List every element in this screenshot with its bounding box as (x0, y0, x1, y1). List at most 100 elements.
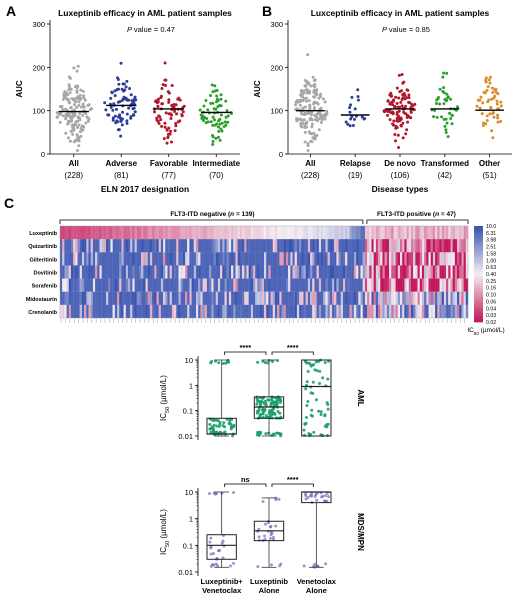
heatmap-cell (288, 291, 291, 305)
heatmap-cell (375, 265, 379, 279)
heatmap-cell (244, 265, 247, 279)
data-point (72, 103, 76, 107)
heatmap-cell (349, 304, 352, 319)
data-point (210, 83, 214, 87)
heatmap-cell (424, 239, 427, 253)
heatmap-cell (437, 226, 440, 240)
heatmap-cell (206, 291, 210, 305)
data-point (270, 360, 274, 364)
data-point (484, 80, 488, 84)
heatmap-cell (246, 252, 249, 266)
heatmap-cell (329, 226, 333, 240)
data-point (164, 78, 168, 82)
heatmap-cell (206, 252, 210, 266)
x-tick-label: Favorable (150, 159, 188, 168)
heatmap-cell (237, 226, 241, 240)
y-tick-label: 1 (189, 515, 193, 524)
heatmap-cell (310, 278, 313, 292)
heatmap-cell (198, 239, 201, 253)
data-point (207, 492, 211, 496)
heatmap-cell (441, 265, 445, 279)
data-point (307, 81, 311, 85)
heatmap-cell (200, 278, 203, 292)
heatmap-cell (432, 252, 436, 266)
heatmap-cell (395, 278, 398, 292)
heatmap-cell (101, 265, 105, 279)
heatmap-cell (60, 265, 63, 279)
heatmap-cell (404, 278, 407, 292)
heatmap-cell (314, 265, 317, 279)
heatmap-cell (64, 304, 67, 319)
heatmap-cell (272, 304, 276, 319)
heatmap-cell (224, 304, 227, 319)
data-point (84, 121, 88, 125)
heatmap-cell (248, 278, 251, 292)
color-scale-segment (474, 257, 483, 260)
heatmap-cell (187, 291, 190, 305)
heatmap-cell (292, 278, 295, 292)
heatmap-cell (347, 252, 350, 266)
heatmap-cell (393, 291, 396, 305)
data-point (299, 89, 303, 93)
heatmap-cell (321, 252, 324, 266)
data-point (209, 552, 213, 556)
heatmap-cell (152, 265, 155, 279)
heatmap-cell (119, 252, 122, 266)
color-scale-segment (474, 250, 483, 253)
heatmap-cell (402, 278, 405, 292)
heatmap-cell (215, 226, 219, 240)
heatmap-cell (185, 252, 188, 266)
heatmap-cell (432, 304, 436, 319)
heatmap-cell (154, 278, 157, 292)
heatmap-cell (130, 278, 133, 292)
data-point (111, 108, 115, 112)
heatmap-cell (163, 226, 166, 240)
data-point (177, 96, 181, 100)
heatmap-cell (272, 278, 276, 292)
heatmap-cell (204, 239, 208, 253)
x-tick-label: Intermediate (192, 159, 240, 168)
color-scale-segment (474, 240, 483, 244)
heatmap-cell (424, 278, 427, 292)
heatmap-cell (206, 278, 210, 292)
heatmap-cell (259, 278, 262, 292)
color-scale-tick-label: 0.25 (486, 279, 496, 285)
heatmap-cell (351, 252, 355, 266)
heatmap-cell (121, 304, 124, 319)
data-point (406, 120, 410, 124)
heatmap-cell (378, 304, 381, 319)
heatmap-cell (332, 226, 335, 240)
heatmap-cell (103, 278, 107, 292)
color-scale-segment (474, 300, 483, 304)
data-point (491, 136, 495, 140)
heatmap-cell (81, 265, 85, 279)
data-point (300, 112, 304, 116)
heatmap-cell (413, 291, 416, 305)
heatmap-cell (384, 304, 387, 319)
heatmap-cell (95, 226, 98, 240)
data-point (302, 89, 306, 93)
data-point (349, 103, 353, 107)
data-point (391, 122, 395, 126)
heatmap-cell (342, 226, 346, 240)
heatmap-cell (231, 252, 234, 266)
data-point (270, 433, 274, 437)
heatmap-cell (235, 239, 238, 253)
heatmap-cell (189, 226, 192, 240)
color-scale-tick-label: 2.51 (486, 245, 496, 251)
data-point (405, 113, 409, 117)
heatmap-cell (463, 278, 466, 292)
heatmap-cell (332, 278, 335, 292)
heatmap-cell (84, 278, 87, 292)
data-point (325, 111, 329, 115)
x-tick-label: Venetoclax (297, 577, 337, 586)
data-point (278, 397, 282, 401)
heatmap-cell (292, 239, 295, 253)
heatmap-cell (250, 226, 254, 240)
heatmap-cell (75, 239, 78, 253)
data-point (444, 98, 448, 102)
heatmap-cell (246, 304, 249, 319)
heatmap-cell (215, 239, 219, 253)
heatmap-cell (255, 304, 258, 319)
heatmap-cell (101, 278, 105, 292)
